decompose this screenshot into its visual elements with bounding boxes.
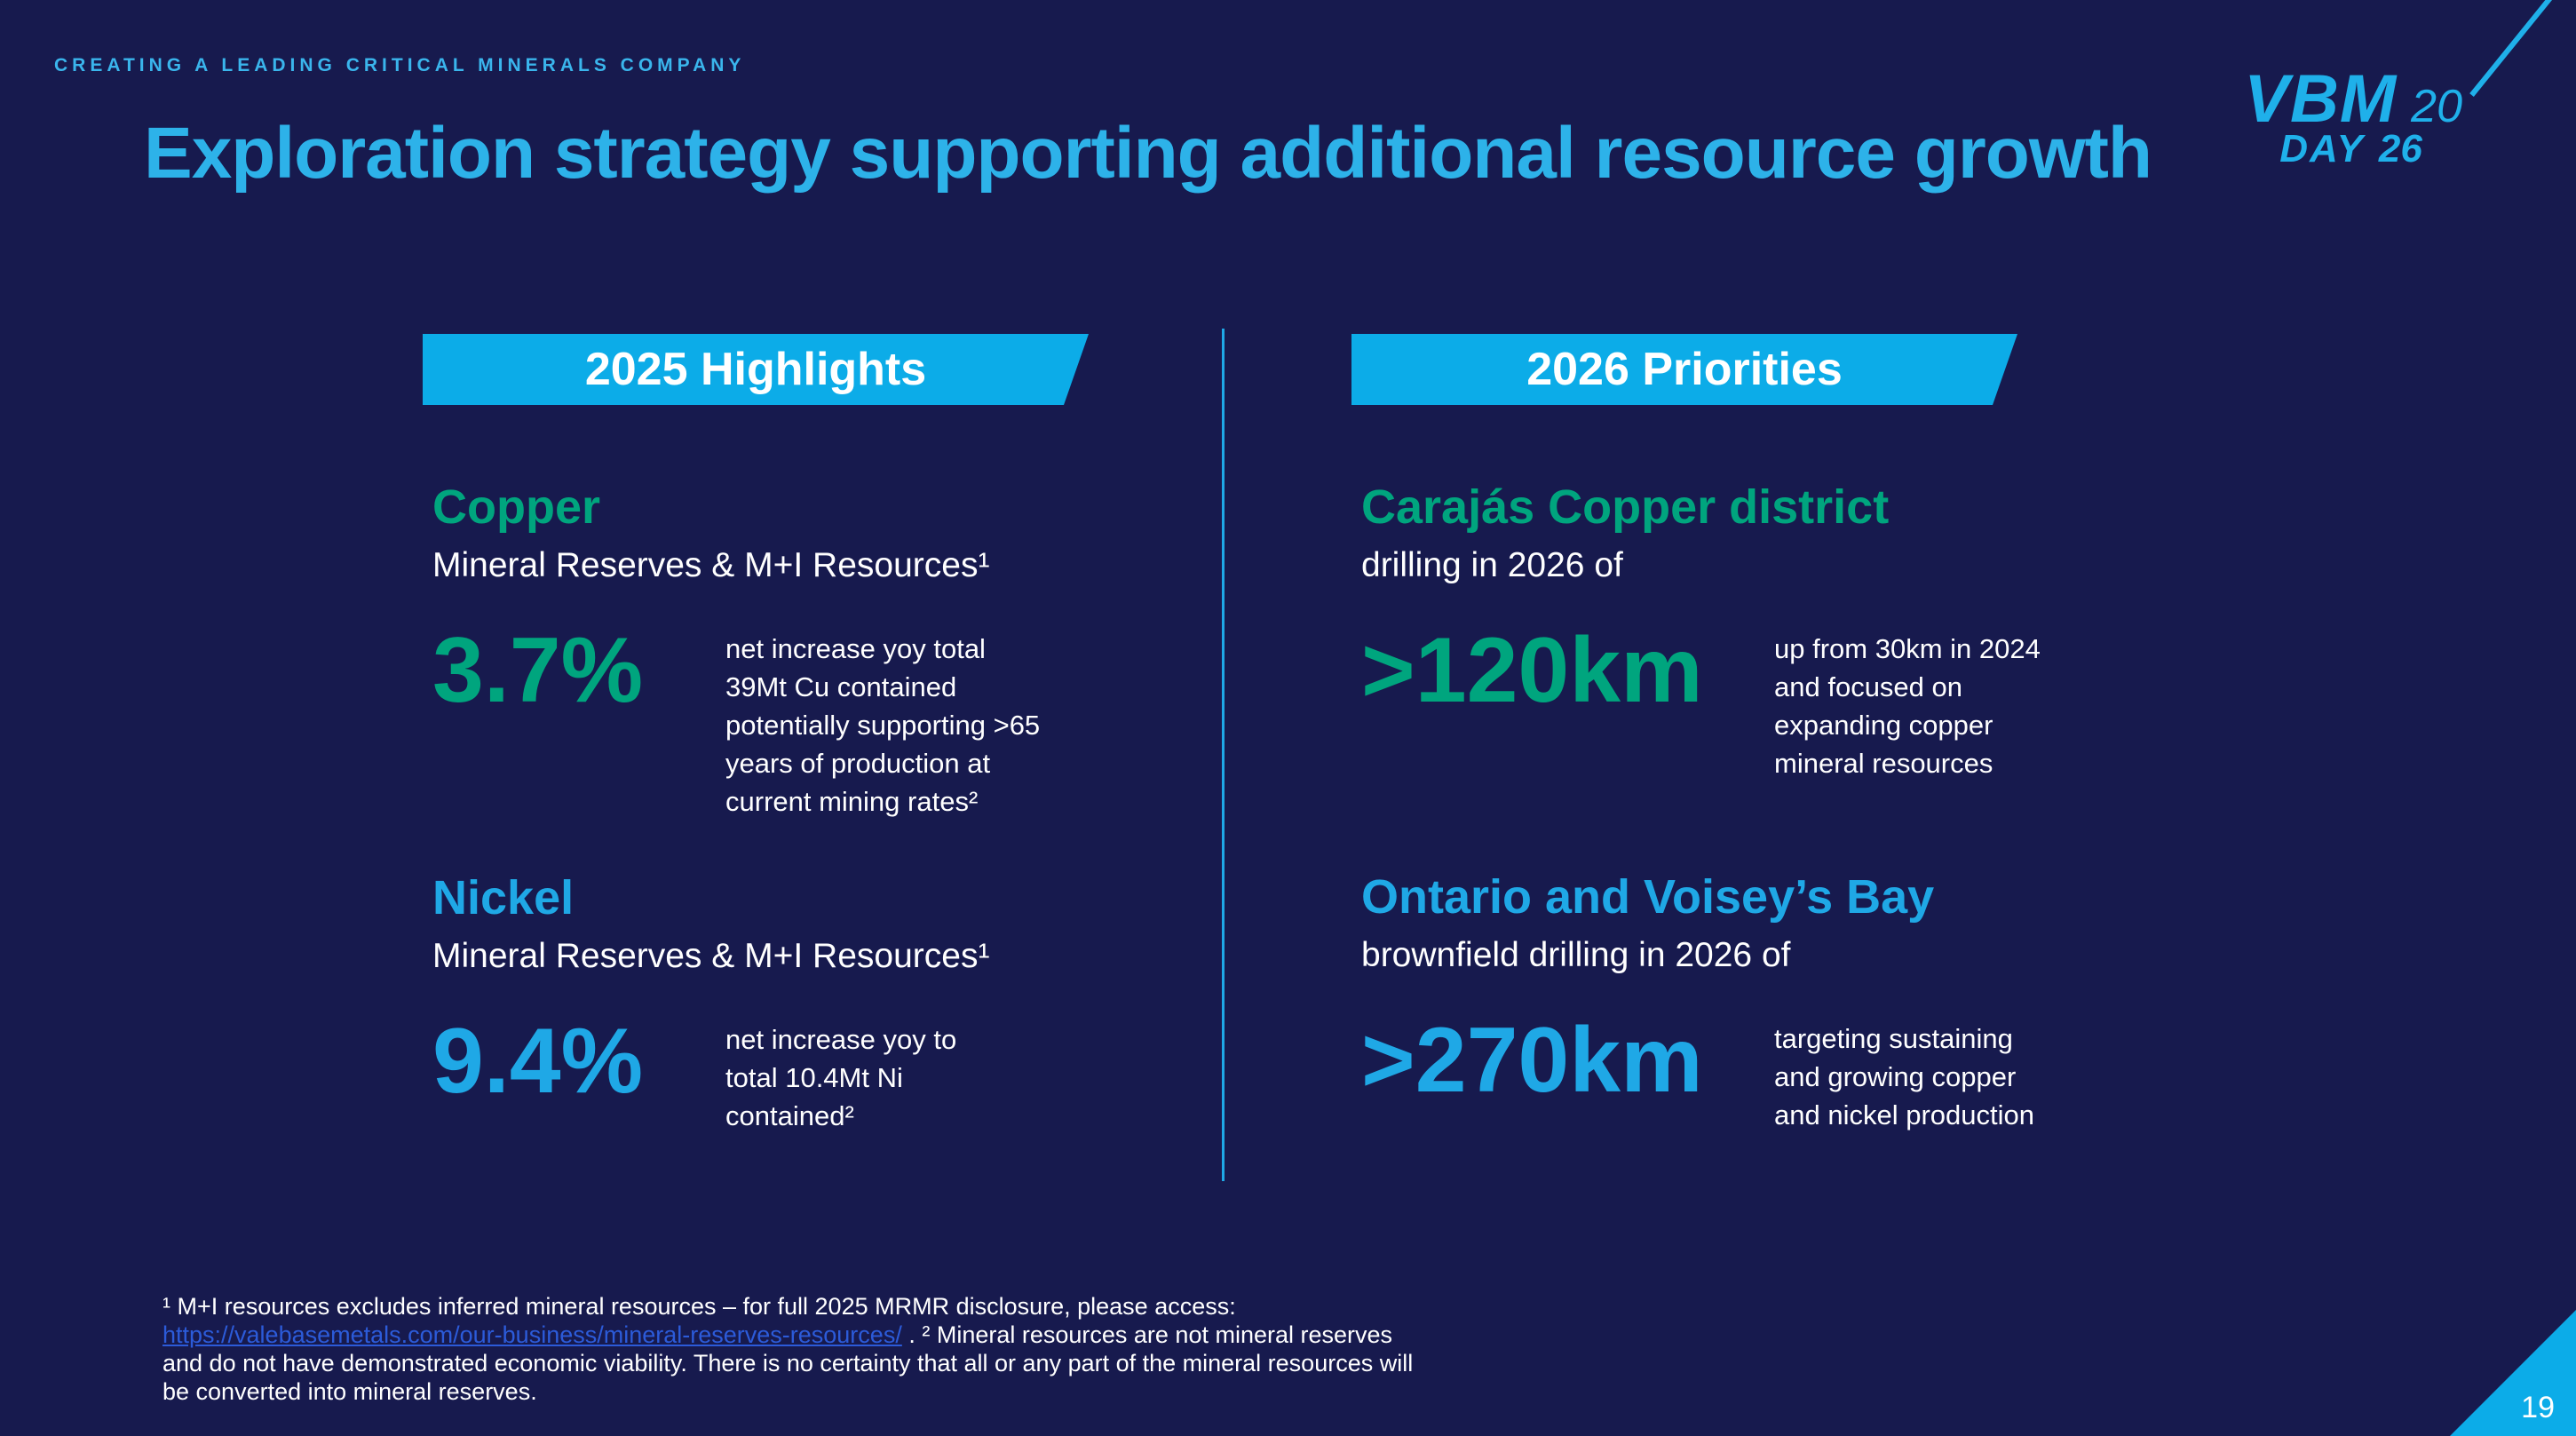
section-ontario-voiseys-bay: Ontario and Voisey’s Bay brownfield dril… (1351, 869, 2239, 1134)
section-subheading-carajas: drilling in 2026 of (1361, 546, 1623, 585)
column-divider-line (1222, 329, 1225, 1181)
vbm-day-2026-logo: VBM 20 DAY 26 (2244, 66, 2462, 169)
stat-copper: 3.7% (432, 618, 644, 722)
eyebrow-tagline: CREATING A LEADING CRITICAL MINERALS COM… (54, 55, 746, 75)
section-copper: Copper Mineral Reserves & M+I Resources¹… (423, 480, 1311, 821)
stat-row-carajas: >120km up from 30km in 2024 and focused … (1361, 624, 2239, 782)
logo-year-top: 20 (2411, 81, 2462, 132)
column-2025-highlights: 2025 Highlights Copper Mineral Reserves … (423, 334, 1311, 1135)
section-subheading-copper: Mineral Reserves & M+I Resources¹ (432, 546, 990, 585)
stat-row-ontario: >270km targeting sustaining and growing … (1361, 1014, 2239, 1134)
corner-diagonal-line (2469, 0, 2569, 97)
section-heading-carajas: Carajás Copper district (1361, 480, 1890, 534)
banner-2025-highlights: 2025 Highlights (423, 334, 1089, 405)
section-carajas: Carajás Copper district drilling in 2026… (1351, 480, 2239, 782)
stat-carajas: >120km (1361, 618, 1703, 722)
logo-year-bottom: 26 (2378, 127, 2422, 171)
logo-vbm-text: VBM (2244, 61, 2398, 137)
column-2026-priorities: 2026 Priorities Carajás Copper district … (1351, 334, 2239, 1134)
logo-row-bottom: DAY 26 (2244, 130, 2462, 169)
section-heading-copper: Copper (432, 480, 600, 534)
logo-row-top: VBM 20 (2244, 66, 2462, 133)
section-nickel: Nickel Mineral Reserves & M+I Resources¹… (423, 870, 1311, 1135)
stat-nickel: 9.4% (432, 1009, 644, 1113)
page-corner-triangle (2450, 1310, 2576, 1436)
footnote-line1: ¹ M+I resources excludes inferred minera… (162, 1293, 1236, 1320)
footnote-rest: . ² Mineral resources are not mineral re… (162, 1321, 1414, 1405)
section-heading-ontario: Ontario and Voisey’s Bay (1361, 869, 1935, 924)
stat-desc-nickel: net increase yoy to total 10.4Mt Ni cont… (725, 1023, 957, 1131)
stat-row-copper: 3.7% net increase yoy total 39Mt Cu cont… (432, 624, 1311, 821)
stat-desc-copper: net increase yoy total 39Mt Cu contained… (725, 632, 1041, 817)
stat-row-nickel: 9.4% net increase yoy to total 10.4Mt Ni… (432, 1015, 1311, 1135)
section-subheading-ontario: brownfield drilling in 2026 of (1361, 935, 1791, 974)
stat-desc-carajas: up from 30km in 2024 and focused on expa… (1774, 632, 2041, 779)
section-heading-nickel: Nickel (432, 870, 575, 924)
footnote-link[interactable]: https://valebasemetals.com/our-business/… (162, 1321, 902, 1348)
stat-ontario: >270km (1361, 1008, 1703, 1112)
logo-day-text: DAY (2279, 127, 2365, 171)
section-subheading-nickel: Mineral Reserves & M+I Resources¹ (432, 936, 990, 975)
page-title: Exploration strategy supporting addition… (144, 113, 2152, 194)
page-number: 19 (2521, 1391, 2555, 1424)
banner-2026-priorities: 2026 Priorities (1351, 334, 2017, 405)
footnote: ¹ M+I resources excludes inferred minera… (162, 1292, 1413, 1406)
stat-desc-ontario: targeting sustaining and growing copper … (1774, 1022, 2034, 1131)
